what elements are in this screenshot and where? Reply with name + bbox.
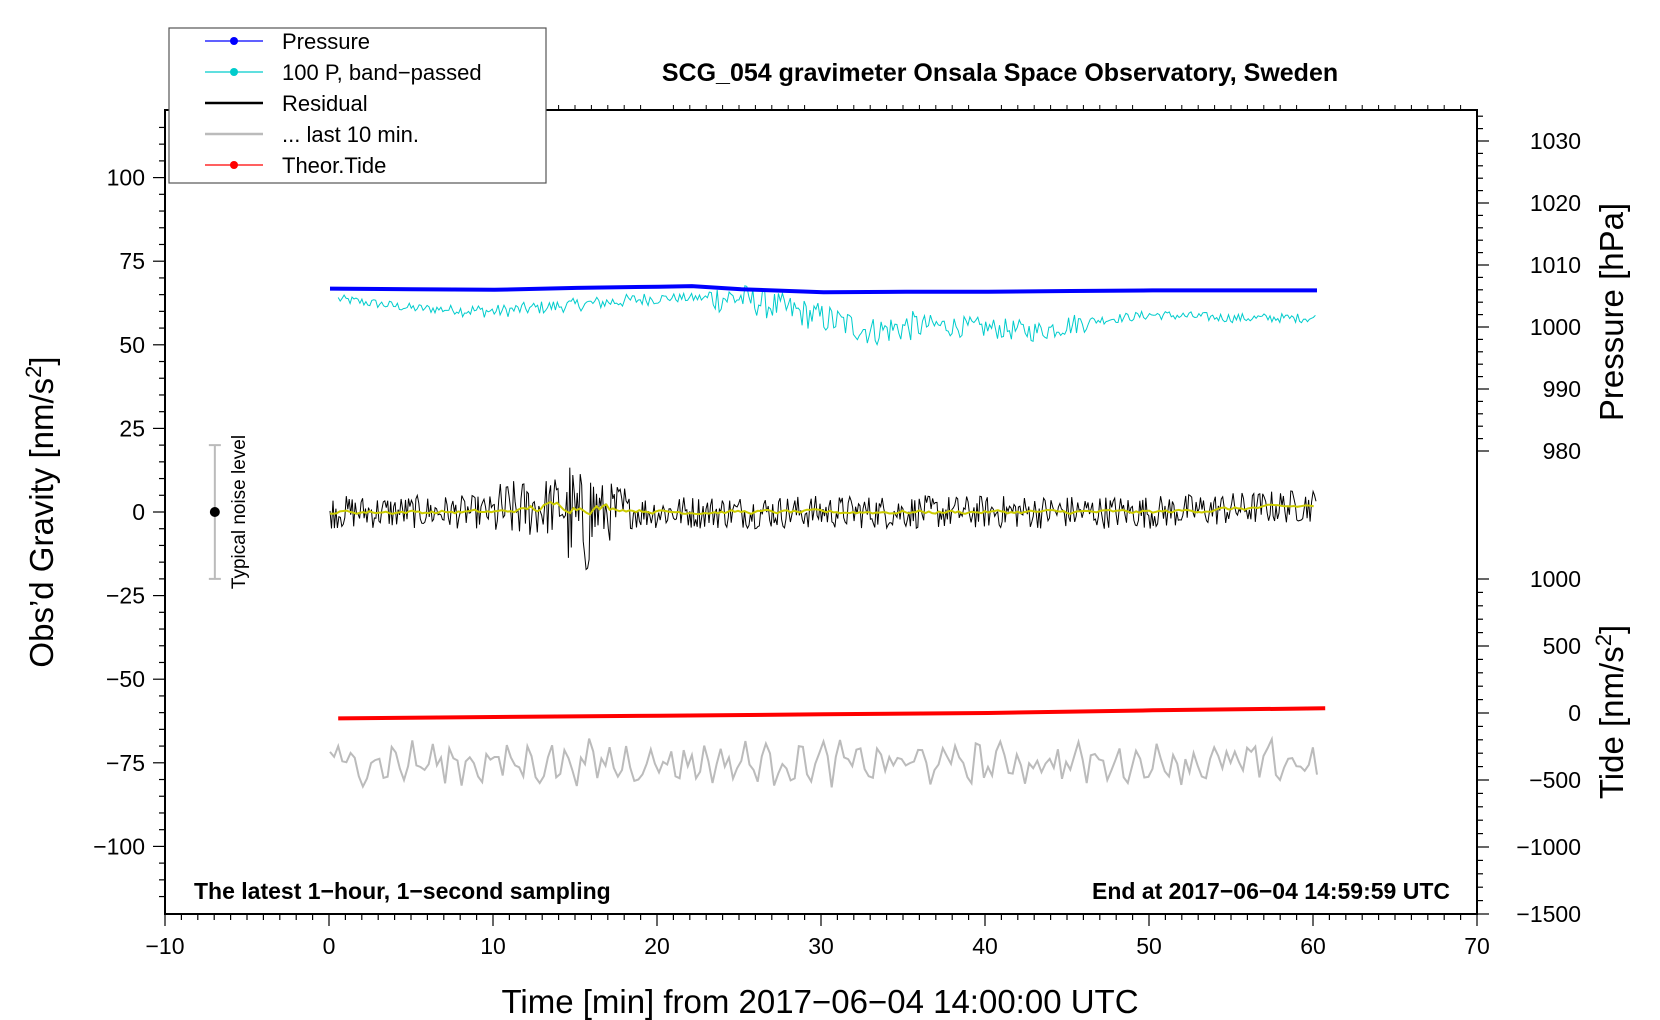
y-axis-label-sup: 2 [21, 366, 46, 378]
series-theor-tide [338, 706, 1326, 721]
tide-tick-label: 1000 [1530, 566, 1581, 592]
x-tick-label: 10 [480, 933, 506, 959]
x-tick-label: 20 [644, 933, 670, 959]
x-tick-label: 50 [1136, 933, 1162, 959]
y-tick-label: 50 [119, 332, 145, 358]
noise-dot [209, 507, 220, 517]
annotation-left: The latest 1−hour, 1−second sampling [194, 878, 611, 904]
series-band-passed-pressure [337, 285, 1316, 347]
y-tick-label: −50 [106, 666, 145, 692]
tide-tick-label: −1500 [1516, 901, 1581, 927]
legend-label: 100 P, band−passed [282, 60, 482, 85]
noise-label: Typical noise level [229, 435, 250, 589]
pressure-tick-label: 1030 [1530, 128, 1581, 154]
y-tick-label: −25 [106, 583, 145, 609]
legend: Pressure 100 P, band−passed Residual ... la… [168, 27, 547, 184]
noise-indicator: Typical noise level [208, 435, 250, 589]
tide-tick-label: −500 [1529, 767, 1581, 793]
tide-tick-label: 500 [1543, 633, 1581, 659]
y-axis-label: Obs’d Gravity [nm/s2] [21, 356, 60, 667]
tide-axis-label-sup: 2 [1591, 634, 1616, 646]
legend-marker [230, 37, 238, 45]
chart-title: SCG_054 gravimeter Onsala Space Observat… [662, 59, 1338, 87]
pressure-tick-label: 990 [1543, 376, 1581, 402]
series-residual [329, 467, 1317, 571]
pressure-tick-label: 980 [1543, 438, 1581, 464]
series-residual-smoothed [329, 500, 1314, 516]
legend-label: Pressure [282, 29, 370, 54]
pressure-tick-label: 1010 [1530, 252, 1581, 278]
x-axis-label: Time [min] from 2017−06−04 14:00:00 UTC [501, 983, 1138, 1020]
x-tick-label: 60 [1300, 933, 1326, 959]
series-last-10-min [329, 735, 1318, 790]
y-tick-label: 100 [107, 165, 145, 191]
y-tick-label: 0 [132, 499, 145, 525]
annotation-right: End at 2017−06−04 14:59:59 UTC [1092, 878, 1450, 904]
legend-box [168, 27, 547, 184]
y-tick-label: −75 [106, 750, 145, 776]
y-tick-label: −100 [93, 833, 145, 859]
series-layer [329, 284, 1326, 790]
x-tick-label: 30 [808, 933, 834, 959]
legend-item: Residual [205, 91, 368, 116]
legend-marker [230, 161, 238, 169]
x-tick-label: −10 [145, 933, 184, 959]
legend-item: Pressure [205, 29, 370, 54]
y-axis-label-text: Obs’d Gravity [nm/s [23, 378, 60, 668]
tide-axis-label-end: ] [1593, 625, 1630, 634]
tide-tick-label: −1000 [1516, 834, 1581, 860]
pressure-tick-label: 1000 [1530, 314, 1581, 340]
y-tick-label: 75 [119, 248, 145, 274]
x-tick-label: 0 [323, 933, 336, 959]
legend-label: Residual [282, 91, 368, 116]
legend-marker [230, 68, 238, 76]
legend-item: ... last 10 min. [205, 122, 419, 147]
legend-label: Theor.Tide [282, 153, 386, 178]
y-tick-label: 25 [119, 415, 145, 441]
y-axis-label-end: ] [23, 356, 60, 365]
pressure-axis-label: Pressure [hPa] [1593, 203, 1630, 421]
legend-item: Theor.Tide [205, 153, 386, 178]
x-tick-label: 70 [1464, 933, 1490, 959]
x-tick-label: 40 [972, 933, 998, 959]
legend-item: 100 P, band−passed [205, 60, 482, 85]
tide-tick-label: 0 [1568, 700, 1581, 726]
legend-label: ... last 10 min. [282, 122, 419, 147]
axis-ticks: −10 0 10 20 30 40 50 60 701007550250−25−50−75−10… [93, 105, 1581, 959]
series-pressure [329, 284, 1317, 295]
tide-axis-label-text: Tide [nm/s [1593, 646, 1630, 799]
tide-axis-label: Tide [nm/s2] [1591, 625, 1630, 799]
pressure-tick-label: 1020 [1530, 190, 1581, 216]
